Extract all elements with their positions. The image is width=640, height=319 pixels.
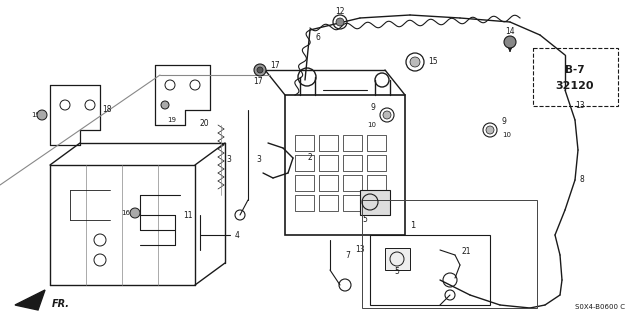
Circle shape — [336, 18, 344, 26]
Bar — [295, 155, 314, 171]
Bar — [319, 175, 338, 191]
Text: 13: 13 — [355, 246, 365, 255]
Text: S0X4-B0600 C: S0X4-B0600 C — [575, 304, 625, 310]
Bar — [319, 155, 338, 171]
Bar — [367, 135, 386, 151]
Text: 13: 13 — [575, 100, 584, 109]
Bar — [360, 190, 390, 215]
Bar — [343, 195, 362, 211]
Bar — [533, 48, 618, 106]
Text: 21: 21 — [462, 248, 472, 256]
Text: 6: 6 — [315, 33, 320, 42]
Text: 32120: 32120 — [556, 81, 595, 91]
Bar — [295, 195, 314, 211]
Text: 11: 11 — [183, 211, 193, 219]
Text: 8: 8 — [580, 175, 585, 184]
Bar — [295, 135, 314, 151]
Text: 10: 10 — [502, 132, 511, 138]
Text: 18: 18 — [102, 106, 111, 115]
Circle shape — [254, 64, 266, 76]
Text: 10: 10 — [367, 122, 376, 128]
Text: 15: 15 — [428, 57, 438, 66]
Text: 7: 7 — [345, 250, 350, 259]
Circle shape — [383, 111, 391, 119]
Bar — [367, 175, 386, 191]
Bar — [362, 200, 537, 308]
Text: 17: 17 — [270, 61, 280, 70]
Circle shape — [504, 36, 516, 48]
Circle shape — [37, 110, 47, 120]
Text: 12: 12 — [335, 8, 345, 17]
Bar — [343, 175, 362, 191]
Bar — [319, 135, 338, 151]
Text: 1: 1 — [410, 220, 415, 229]
Bar — [367, 195, 386, 211]
Text: FR.: FR. — [52, 299, 70, 309]
Text: 5: 5 — [395, 268, 399, 277]
Text: 2: 2 — [308, 153, 313, 162]
Text: 19: 19 — [31, 112, 40, 118]
Bar — [343, 135, 362, 151]
Bar — [367, 155, 386, 171]
Text: 3: 3 — [226, 155, 231, 165]
Bar — [285, 95, 405, 235]
Circle shape — [410, 57, 420, 67]
Circle shape — [130, 208, 140, 218]
Bar — [295, 175, 314, 191]
Text: B-7: B-7 — [565, 65, 585, 75]
Text: 14: 14 — [505, 27, 515, 36]
Text: 19: 19 — [167, 117, 176, 123]
Text: 9: 9 — [370, 103, 375, 113]
Bar — [343, 155, 362, 171]
Text: 3: 3 — [256, 155, 261, 165]
Text: 5: 5 — [363, 216, 367, 225]
Bar — [319, 195, 338, 211]
Circle shape — [486, 126, 494, 134]
Circle shape — [161, 101, 169, 109]
Circle shape — [257, 67, 263, 73]
Text: 4: 4 — [235, 231, 240, 240]
Polygon shape — [15, 290, 45, 310]
Text: 20: 20 — [200, 118, 210, 128]
Bar — [385, 248, 410, 270]
Bar — [370, 235, 490, 305]
Text: 17: 17 — [253, 78, 263, 86]
Text: 16: 16 — [121, 210, 130, 216]
Text: 9: 9 — [502, 117, 507, 127]
